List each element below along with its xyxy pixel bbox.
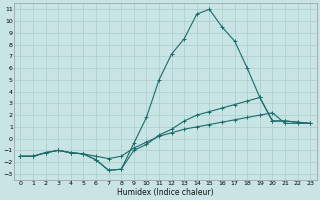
X-axis label: Humidex (Indice chaleur): Humidex (Indice chaleur) <box>117 188 214 197</box>
